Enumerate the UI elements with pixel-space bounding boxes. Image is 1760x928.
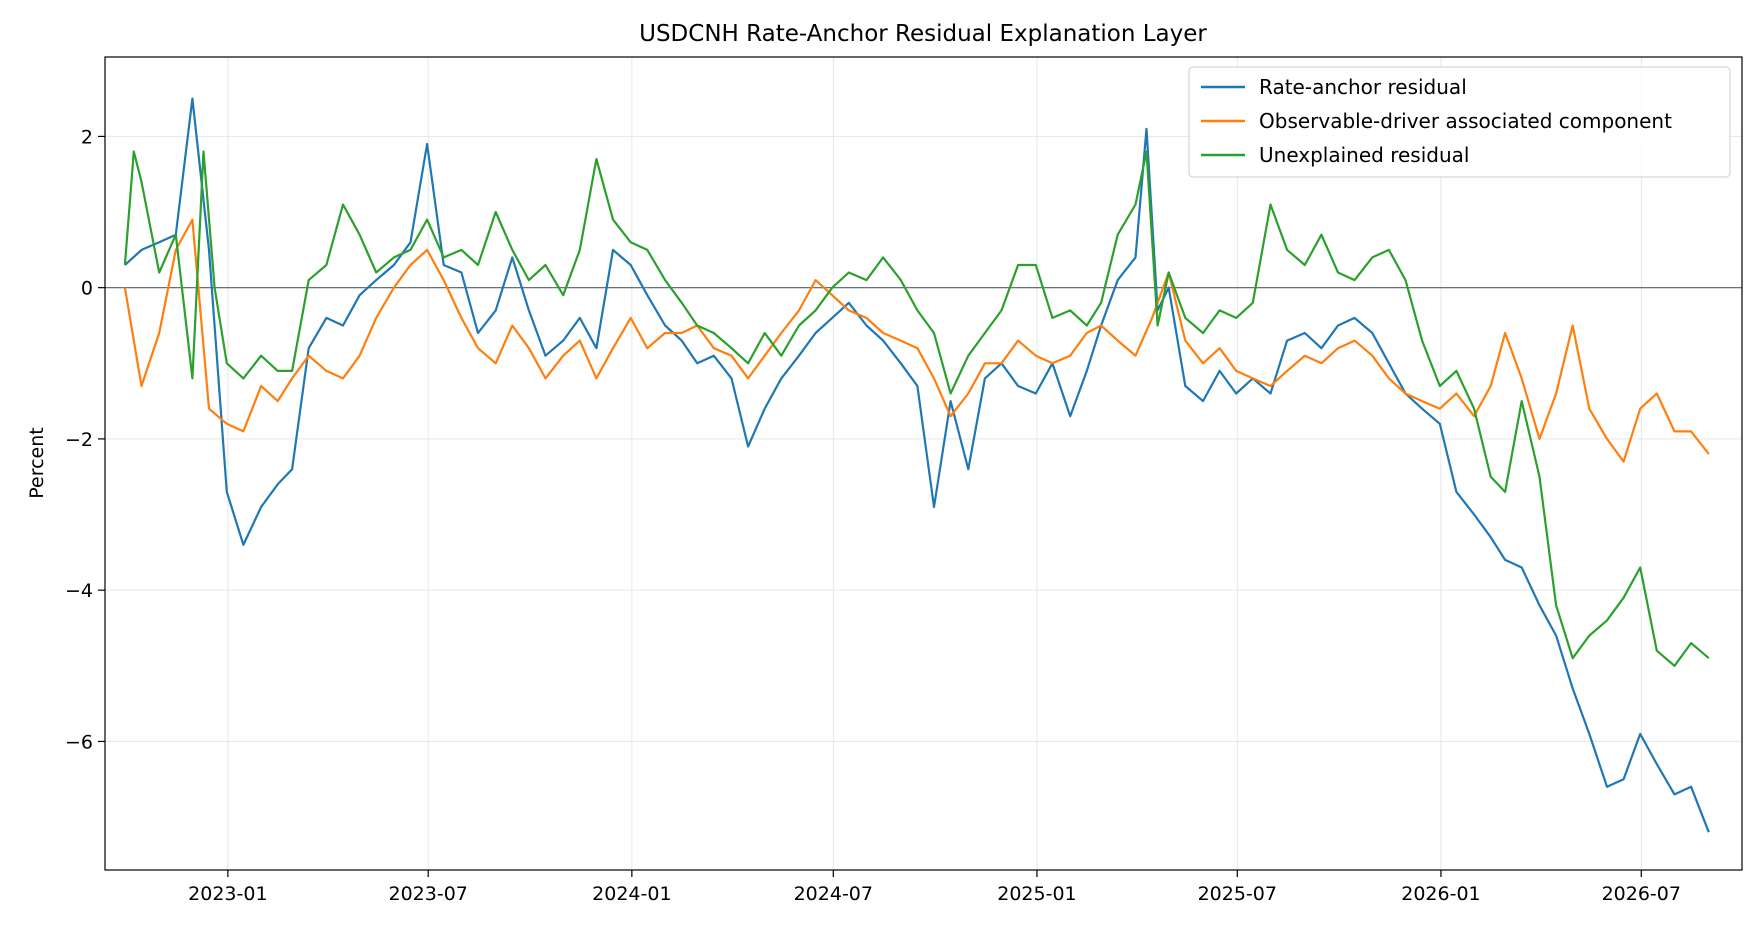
x-tick-label: 2023-07 xyxy=(388,883,467,905)
series-line-3 xyxy=(123,150,1710,667)
y-tick-label: −4 xyxy=(65,580,93,602)
legend-box xyxy=(1188,66,1731,178)
x-tick-label: 2023-01 xyxy=(188,883,267,905)
series-line-2 xyxy=(123,218,1710,463)
y-tick-label: −2 xyxy=(65,429,93,451)
x-tick-label: 2024-07 xyxy=(794,883,873,905)
legend-label-2: Observable-driver associated component xyxy=(1259,109,1672,133)
x-tick-label: 2025-01 xyxy=(997,883,1076,905)
legend-label-3: Unexplained residual xyxy=(1259,143,1469,167)
x-tick-label: 2026-01 xyxy=(1401,883,1480,905)
y-axis-ticks: 2 0 −2 −4 −6 xyxy=(65,126,105,753)
y-tick-label: 2 xyxy=(81,126,93,148)
x-tick-label: 2025-07 xyxy=(1198,883,1277,905)
chart-title: USDCNH Rate-Anchor Residual Explanation … xyxy=(639,21,1207,47)
plot-frame xyxy=(104,56,1743,871)
series-line-1 xyxy=(124,97,1710,833)
y-tick-label: −6 xyxy=(65,731,93,753)
legend: Rate-anchor residual Observable-driver as… xyxy=(1188,66,1731,178)
y-tick-label: 0 xyxy=(81,278,93,300)
legend-label-1: Rate-anchor residual xyxy=(1259,75,1467,99)
x-axis-ticks: 2023-01 2023-07 2024-01 2024-07 2025-01 2025-… xyxy=(188,870,1681,905)
x-tick-label: 2026-07 xyxy=(1602,883,1681,905)
series-lines xyxy=(123,97,1710,833)
y-axis-label: Percent xyxy=(26,427,48,499)
x-tick-label: 2024-01 xyxy=(592,883,671,905)
